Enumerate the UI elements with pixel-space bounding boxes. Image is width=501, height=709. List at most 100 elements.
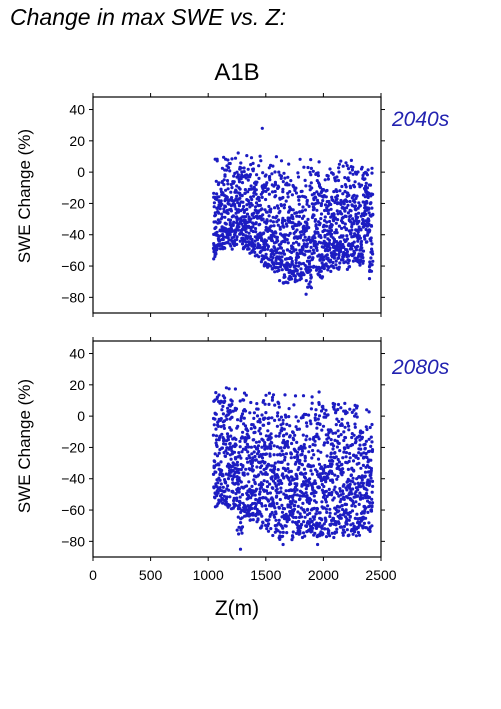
data-point — [295, 482, 299, 486]
data-point — [323, 203, 328, 207]
data-point — [351, 501, 355, 506]
data-point — [281, 249, 285, 253]
data-point — [297, 198, 301, 202]
data-point — [249, 427, 253, 431]
data-point — [237, 490, 241, 494]
data-point — [293, 433, 297, 437]
data-point — [295, 474, 299, 478]
data-point — [368, 183, 373, 187]
data-point — [370, 242, 374, 246]
y-tick-label: 20 — [69, 377, 85, 393]
data-point — [305, 508, 310, 512]
data-point — [329, 269, 333, 273]
data-point — [362, 521, 366, 526]
data-point — [318, 521, 322, 526]
data-point — [340, 423, 344, 427]
data-point — [255, 465, 259, 469]
data-point — [353, 530, 357, 534]
data-point — [322, 266, 326, 271]
data-point — [369, 224, 373, 228]
data-point — [327, 208, 331, 212]
data-point — [369, 458, 373, 462]
data-point — [300, 463, 304, 467]
data-point — [240, 493, 245, 497]
data-point — [290, 475, 294, 479]
data-point — [312, 264, 316, 268]
data-point — [252, 416, 256, 420]
data-point — [263, 248, 267, 252]
data-point — [352, 408, 356, 412]
data-point — [354, 248, 358, 252]
data-point — [332, 237, 336, 242]
data-point — [260, 413, 264, 417]
data-point — [252, 211, 256, 215]
data-point — [258, 490, 262, 494]
data-point — [353, 414, 357, 418]
data-point — [236, 151, 240, 155]
data-point — [216, 481, 220, 485]
data-point — [303, 515, 307, 519]
data-point — [314, 408, 318, 412]
data-point — [211, 472, 216, 476]
data-point — [335, 194, 340, 198]
data-point — [321, 471, 325, 475]
data-point — [337, 521, 341, 526]
data-point — [318, 422, 322, 426]
data-point — [284, 199, 288, 203]
data-point — [299, 233, 303, 238]
data-point — [298, 195, 302, 199]
data-point — [366, 194, 370, 198]
data-point — [348, 199, 352, 204]
data-point — [265, 472, 269, 476]
data-point — [218, 247, 223, 251]
data-point — [364, 227, 368, 232]
data-point — [245, 212, 250, 216]
data-point — [323, 471, 328, 475]
data-point — [351, 217, 355, 221]
data-point — [366, 168, 370, 172]
data-point — [359, 243, 363, 247]
data-point — [284, 233, 288, 237]
data-point — [344, 519, 349, 523]
data-point — [225, 195, 229, 199]
data-point — [361, 259, 365, 263]
data-point — [304, 438, 308, 442]
data-point — [337, 256, 341, 260]
data-point — [247, 480, 251, 484]
data-point — [315, 227, 319, 231]
data-point — [333, 512, 337, 516]
data-point — [320, 500, 324, 504]
data-point — [340, 504, 344, 508]
data-point — [329, 202, 333, 207]
data-point — [269, 444, 273, 448]
data-point — [229, 410, 233, 414]
data-point — [275, 445, 279, 449]
data-point — [300, 452, 304, 457]
data-point — [303, 454, 307, 458]
data-point — [220, 446, 224, 450]
data-point — [303, 178, 307, 182]
data-point — [237, 476, 241, 480]
data-point — [280, 460, 284, 464]
data-point — [350, 247, 354, 251]
data-point — [356, 530, 360, 535]
data-point — [295, 211, 299, 215]
data-point — [285, 248, 289, 252]
data-point — [328, 514, 332, 519]
data-point — [280, 449, 284, 453]
data-point — [249, 217, 253, 221]
data-point — [253, 454, 257, 459]
data-point — [264, 393, 268, 397]
data-point — [304, 279, 308, 283]
data-point — [268, 491, 272, 495]
data-point — [258, 243, 262, 248]
data-point — [359, 453, 363, 457]
data-point — [246, 190, 250, 194]
data-point — [246, 472, 250, 476]
data-point — [266, 245, 270, 249]
data-point — [323, 497, 328, 501]
data-point — [351, 480, 355, 484]
data-point — [323, 235, 327, 239]
data-point — [291, 495, 295, 500]
data-point — [297, 427, 301, 431]
